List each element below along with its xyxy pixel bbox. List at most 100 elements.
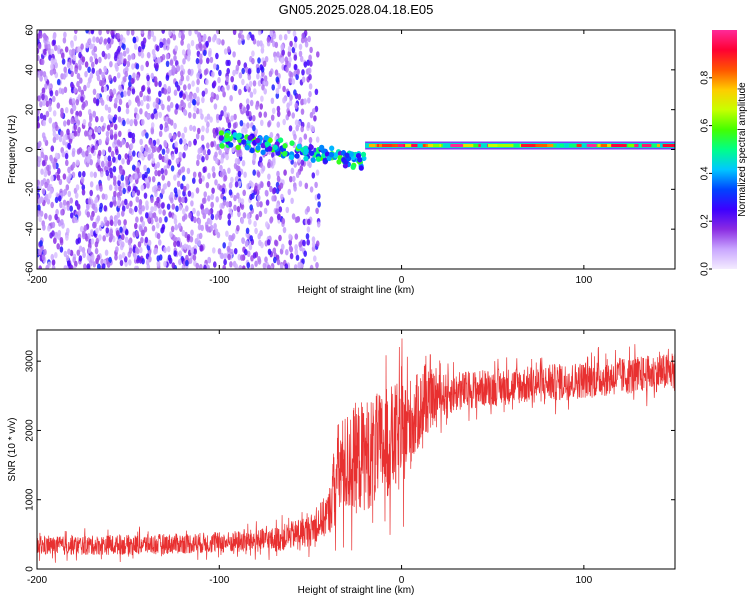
heatmap-cell xyxy=(132,150,136,157)
heatmap-cell xyxy=(52,122,56,129)
heatmap-cell xyxy=(308,74,312,81)
heatmap-cell xyxy=(154,190,158,198)
heatmap-cell xyxy=(292,30,297,37)
heatmap-cell xyxy=(304,182,309,189)
heatmap-cell xyxy=(237,197,242,204)
heatmap-cell xyxy=(80,96,84,103)
heatmap-cell xyxy=(205,224,209,231)
heatmap-cell xyxy=(179,138,183,145)
heatmap-cell xyxy=(126,158,131,165)
heatmap-cell xyxy=(51,265,56,269)
heatmap-cell xyxy=(168,30,172,37)
heatmap-cell xyxy=(180,39,184,46)
heatmap-cell xyxy=(276,105,281,113)
heatmap-cell xyxy=(56,174,61,181)
heatmap-cell xyxy=(98,138,102,146)
heatmap-cell xyxy=(103,205,108,212)
heatmap-cell xyxy=(308,90,312,98)
heatmap-cell xyxy=(106,43,110,50)
heatmap-cell xyxy=(183,213,188,220)
heatmap-cell xyxy=(221,39,225,46)
heatmap-cell xyxy=(113,200,117,207)
heatmap-cell xyxy=(131,164,136,171)
heatmap-cell xyxy=(662,144,675,148)
heatmap-cell xyxy=(38,248,42,255)
heatmap-cell xyxy=(302,239,306,247)
heatmap-cell xyxy=(58,135,63,143)
heatmap-cell xyxy=(66,119,71,126)
x-tick-label: -200 xyxy=(27,575,47,586)
heatmap-cell xyxy=(143,226,148,233)
heatmap-cell xyxy=(78,64,82,71)
heatmap-cell xyxy=(262,262,267,269)
heatmap-cell xyxy=(127,239,132,246)
heatmap-cell xyxy=(293,63,298,71)
heatmap-cell xyxy=(195,57,200,65)
heatmap-cell xyxy=(249,147,255,154)
heatmap-cell xyxy=(196,72,200,80)
heatmap-cell xyxy=(61,151,66,158)
heatmap-cell xyxy=(127,185,132,192)
heatmap-cell xyxy=(41,87,46,94)
heatmap-cell xyxy=(314,105,319,113)
heatmap-cell xyxy=(242,122,246,129)
heatmap-cell xyxy=(176,240,181,247)
heatmap-cell xyxy=(240,203,245,210)
heatmap-cell xyxy=(168,211,172,218)
heatmap-cell xyxy=(287,61,292,68)
heatmap-cell xyxy=(132,185,137,193)
heatmap-cell xyxy=(288,56,292,63)
heatmap-cell xyxy=(119,226,123,233)
heatmap-cell xyxy=(397,144,408,148)
heatmap-cell xyxy=(163,141,168,148)
heatmap-cell xyxy=(176,85,181,92)
heatmap-cell xyxy=(100,220,104,228)
heatmap-cell xyxy=(164,216,168,223)
x-tick-label: 100 xyxy=(576,275,593,286)
heatmap-cell xyxy=(193,216,197,223)
heatmap-cell xyxy=(201,125,205,132)
heatmap-cell xyxy=(221,187,226,195)
heatmap-cell xyxy=(37,95,41,102)
heatmap-cell xyxy=(234,157,239,165)
heatmap-cell xyxy=(254,227,258,235)
heatmap-cell xyxy=(232,51,236,58)
heatmap-cell xyxy=(236,192,240,199)
heatmap-cell xyxy=(241,127,245,134)
heatmap-cell xyxy=(244,144,250,151)
heatmap-cell xyxy=(222,242,226,249)
heatmap-cell xyxy=(153,108,157,115)
heatmap-cell xyxy=(248,80,253,88)
heatmap-cell xyxy=(282,226,287,234)
heatmap-cell xyxy=(128,207,133,214)
heatmap-cell xyxy=(150,113,155,120)
heatmap-cell xyxy=(156,146,161,153)
heatmap-cell xyxy=(145,145,149,153)
heatmap-cell xyxy=(50,145,55,152)
heatmap-cell xyxy=(287,45,292,53)
heatmap-cell xyxy=(213,261,217,268)
heatmap-cell xyxy=(237,38,242,46)
heatmap-cell xyxy=(112,88,117,95)
heatmap-cell xyxy=(52,130,57,138)
heatmap-cell xyxy=(308,161,312,168)
heatmap-cell xyxy=(40,196,44,203)
heatmap-cell xyxy=(105,169,110,177)
heatmap-cell xyxy=(433,144,440,148)
heatmap-cell xyxy=(213,63,217,70)
heatmap-cell xyxy=(183,243,187,250)
heatmap-cell xyxy=(196,159,200,167)
heatmap-cell xyxy=(145,132,149,139)
heatmap-cell xyxy=(176,180,181,188)
heatmap-cell xyxy=(192,171,197,178)
heatmap-cell xyxy=(101,71,105,79)
heatmap-cell xyxy=(309,186,314,193)
heatmap-cell xyxy=(114,254,118,261)
heatmap-cell xyxy=(242,189,246,196)
heatmap-cell xyxy=(98,234,102,241)
heatmap-cell xyxy=(104,249,109,256)
heatmap-cell xyxy=(92,110,96,118)
heatmap-cell xyxy=(174,146,179,153)
heatmap-cell xyxy=(107,37,111,44)
heatmap-cell xyxy=(183,196,188,204)
